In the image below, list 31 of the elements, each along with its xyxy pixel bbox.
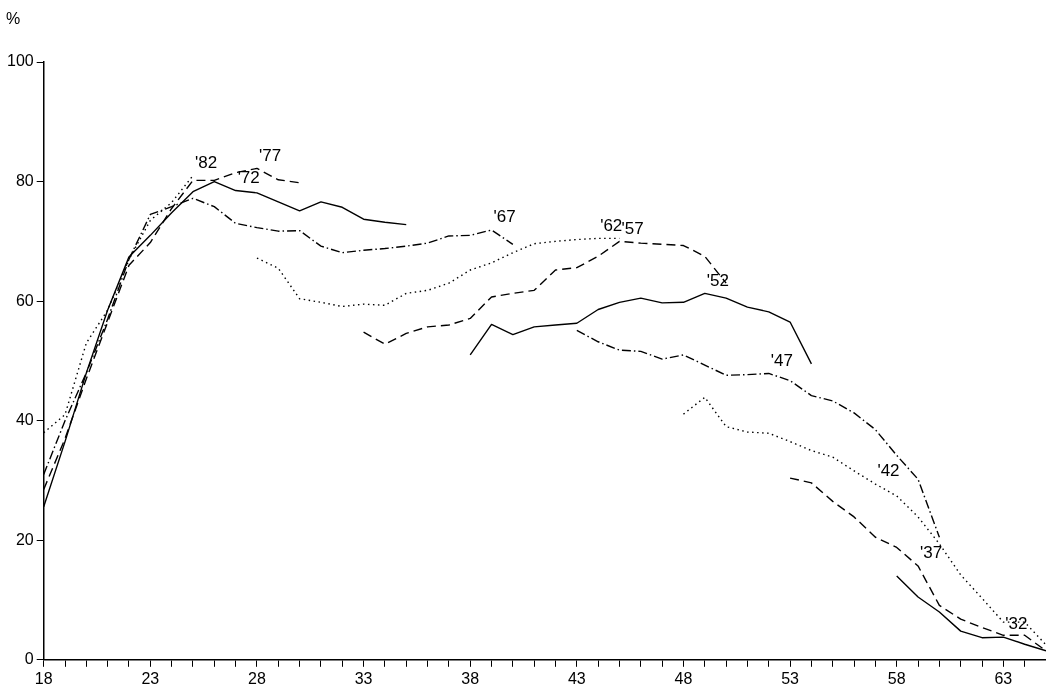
y-tick-label: 20: [15, 530, 34, 548]
series-label: '67: [493, 207, 516, 227]
series-label: '42: [877, 461, 900, 481]
series-label: '57: [621, 218, 644, 238]
x-tick-label: 53: [781, 669, 800, 687]
series-label: '82: [194, 152, 218, 172]
x-tick-label: 38: [461, 669, 480, 687]
series-label: '77: [258, 145, 282, 165]
y-tick-label: 100: [6, 52, 34, 70]
x-tick-label: 43: [567, 669, 586, 687]
y-axis-title: %: [6, 10, 21, 28]
series-label: '32: [1005, 614, 1028, 634]
series-label: '52: [706, 270, 729, 290]
x-tick-label: 28: [248, 669, 266, 687]
y-tick-label: 40: [15, 411, 34, 429]
x-tick-label: 33: [354, 669, 373, 687]
y-tick-label: 0: [24, 650, 34, 668]
series-label: '62: [600, 215, 623, 235]
series-label: '37: [920, 543, 943, 563]
line-series: [576, 329, 941, 538]
y-tick-label: 80: [15, 171, 34, 189]
line-series: [682, 396, 1046, 646]
x-tick-label: 48: [674, 669, 693, 687]
x-tick-label: 18: [34, 669, 53, 687]
x-tick-label: 58: [887, 669, 906, 687]
y-tick-label: 60: [15, 291, 34, 309]
series-label: '72: [237, 167, 260, 187]
line-series: [362, 240, 727, 345]
x-tick-label: 23: [141, 669, 160, 687]
x-tick-label: 63: [994, 669, 1013, 687]
series-label: '47: [770, 350, 793, 370]
